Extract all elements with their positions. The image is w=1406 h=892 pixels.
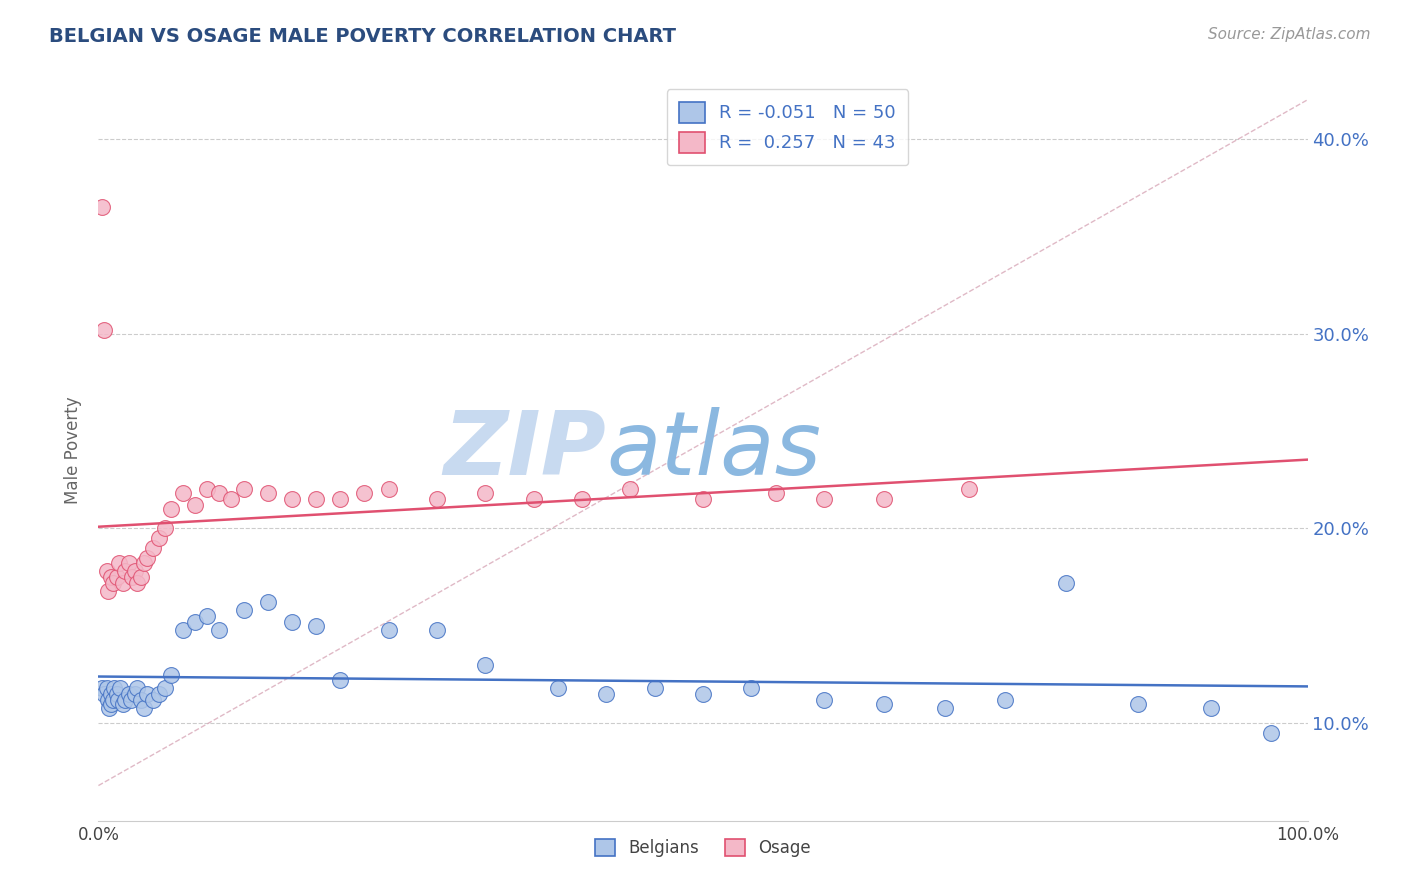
Point (93, 687, 115, 701)
Point (184, 615, 207, 629)
Point (97, 693, 120, 707)
Point (208, 486, 231, 500)
Text: ZIP: ZIP (443, 407, 606, 494)
Point (256, 486, 278, 500)
Point (873, 492, 896, 507)
Point (1199, 700, 1222, 714)
Point (305, 492, 328, 507)
Point (765, 486, 787, 500)
Point (740, 681, 762, 695)
Point (571, 492, 593, 507)
Point (142, 693, 165, 707)
Point (1054, 576, 1077, 591)
Point (120, 693, 142, 707)
Point (474, 657, 496, 672)
Point (135, 687, 157, 701)
Point (957, 483, 980, 497)
Point (172, 623, 194, 637)
Point (377, 623, 399, 637)
Point (124, 564, 146, 578)
Point (595, 687, 617, 701)
Point (160, 667, 183, 681)
Point (1128, 697, 1150, 711)
Point (91, 681, 114, 695)
Point (353, 486, 375, 500)
Point (129, 570, 152, 584)
Point (105, 570, 128, 584)
Point (97, 583, 120, 598)
Point (305, 619, 328, 633)
Point (523, 492, 546, 507)
Point (96, 564, 118, 578)
Text: BELGIAN VS OSAGE MALE POVERTY CORRELATION CHART: BELGIAN VS OSAGE MALE POVERTY CORRELATIO… (49, 27, 676, 45)
Point (135, 550, 157, 565)
Point (118, 687, 141, 701)
Point (172, 486, 194, 500)
Point (426, 492, 449, 507)
Point (105, 687, 128, 701)
Point (114, 693, 136, 707)
Point (100, 697, 122, 711)
Point (873, 697, 896, 711)
Point (208, 623, 231, 637)
Point (114, 564, 136, 578)
Point (111, 576, 134, 591)
Point (184, 498, 207, 512)
Point (934, 700, 956, 714)
Point (426, 623, 449, 637)
Legend: Belgians, Osage: Belgians, Osage (589, 832, 817, 864)
Point (134, 700, 156, 714)
Point (111, 697, 134, 711)
Point (153, 681, 176, 695)
Y-axis label: Male Poverty: Male Poverty (65, 397, 83, 504)
Point (148, 687, 170, 701)
Point (93, 323, 115, 337)
Point (329, 673, 352, 688)
Point (692, 492, 714, 507)
Point (91, 200, 114, 214)
Point (474, 486, 496, 500)
Point (101, 693, 124, 707)
Point (121, 570, 143, 584)
Point (100, 687, 122, 701)
Point (103, 681, 125, 695)
Point (377, 483, 399, 497)
Point (1260, 726, 1282, 740)
Point (134, 557, 156, 571)
Point (195, 609, 218, 624)
Point (153, 521, 176, 535)
Point (644, 681, 666, 695)
Point (221, 492, 243, 507)
Text: Source: ZipAtlas.com: Source: ZipAtlas.com (1208, 27, 1371, 42)
Point (619, 483, 641, 497)
Point (692, 687, 714, 701)
Text: atlas: atlas (606, 408, 821, 493)
Point (232, 483, 254, 497)
Point (129, 693, 152, 707)
Point (108, 557, 131, 571)
Point (195, 483, 218, 497)
Point (281, 492, 304, 507)
Point (329, 492, 352, 507)
Point (813, 693, 835, 707)
Point (232, 603, 254, 617)
Point (101, 576, 124, 591)
Point (118, 557, 141, 571)
Point (96, 681, 118, 695)
Point (127, 681, 149, 695)
Point (281, 615, 304, 629)
Point (98, 700, 121, 714)
Point (256, 595, 278, 609)
Point (547, 681, 569, 695)
Point (124, 687, 146, 701)
Point (160, 502, 183, 516)
Point (100, 570, 122, 584)
Point (994, 693, 1017, 707)
Point (813, 492, 835, 507)
Point (107, 693, 129, 707)
Point (108, 681, 131, 695)
Point (142, 541, 165, 555)
Point (127, 576, 149, 591)
Point (148, 531, 170, 545)
